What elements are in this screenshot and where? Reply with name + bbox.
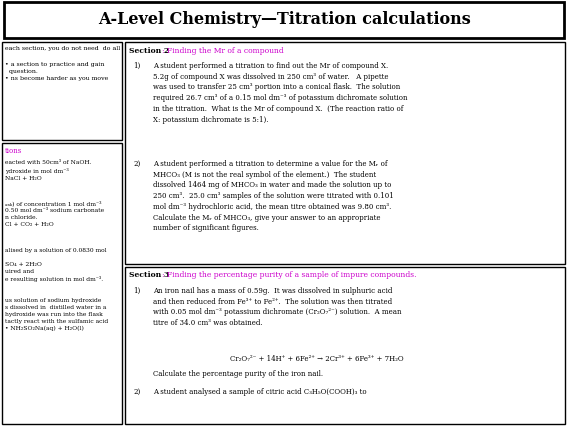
Text: alised by a solution of 0.0830 mol: alised by a solution of 0.0830 mol bbox=[5, 248, 107, 253]
Text: 1): 1) bbox=[133, 62, 140, 70]
Text: • a section to practice and gain
  question.
• ns become harder as you move: • a section to practice and gain questio… bbox=[5, 62, 108, 81]
Bar bbox=[4, 2, 564, 38]
Text: Section 2: Section 2 bbox=[129, 47, 169, 55]
Text: 2): 2) bbox=[133, 160, 140, 168]
Text: A student performed a titration to find out the Mr of compound X.
5.2g of compou: A student performed a titration to find … bbox=[153, 62, 407, 124]
Text: An iron nail has a mass of 0.59g.  It was dissolved in sulphuric acid
and then r: An iron nail has a mass of 0.59g. It was… bbox=[153, 287, 402, 327]
Text: A student performed a titration to determine a value for the Mᵣ of
MHCO₃ (M is n: A student performed a titration to deter… bbox=[153, 160, 394, 232]
Bar bbox=[2, 42, 122, 140]
Text: : Finding the Mr of a compound: : Finding the Mr of a compound bbox=[162, 47, 284, 55]
Bar bbox=[125, 267, 565, 424]
Bar bbox=[125, 42, 565, 264]
Text: tions: tions bbox=[5, 147, 22, 155]
Text: each section, you do not need  do all: each section, you do not need do all bbox=[5, 46, 120, 51]
Text: A student analysed a sample of citric acid C₃H₅O(COOH)₃ to: A student analysed a sample of citric ac… bbox=[153, 388, 366, 396]
Text: A-Level Chemistry—Titration calculations: A-Level Chemistry—Titration calculations bbox=[98, 12, 470, 29]
Text: eacted with 50cm³ of NaOH.
ydroxide in mol dm⁻³
NaCl + H₂O: eacted with 50cm³ of NaOH. ydroxide in m… bbox=[5, 160, 91, 181]
Text: Cr₂O₇²⁻ + 14H⁺ + 6Fe²⁺ → 2Cr³⁺ + 6Fe³⁺ + 7H₂O: Cr₂O₇²⁻ + 14H⁺ + 6Fe²⁺ → 2Cr³⁺ + 6Fe³⁺ +… bbox=[230, 355, 404, 363]
Text: Calculate the percentage purity of the iron nail.: Calculate the percentage purity of the i… bbox=[153, 370, 323, 378]
Text: Section 3: Section 3 bbox=[129, 271, 169, 279]
Text: : Finding the percentage purity of a sample of impure compounds.: : Finding the percentage purity of a sam… bbox=[162, 271, 416, 279]
Text: 2): 2) bbox=[133, 388, 140, 396]
Text: 1): 1) bbox=[133, 287, 140, 295]
Text: SO₄ + 2H₂O
uired and
e resulting solution in mol dm⁻³.: SO₄ + 2H₂O uired and e resulting solutio… bbox=[5, 262, 103, 282]
Bar bbox=[2, 143, 122, 424]
Text: ₐₙₖ) of concentration 1 mol dm⁻³
0.50 mol dm⁻³ sodium carbonate
n chloride.
Cl +: ₐₙₖ) of concentration 1 mol dm⁻³ 0.50 mo… bbox=[5, 200, 104, 227]
Text: us solution of sodium hydroxide
s dissolved in  distilled water in a
hydroxide w: us solution of sodium hydroxide s dissol… bbox=[5, 298, 108, 331]
